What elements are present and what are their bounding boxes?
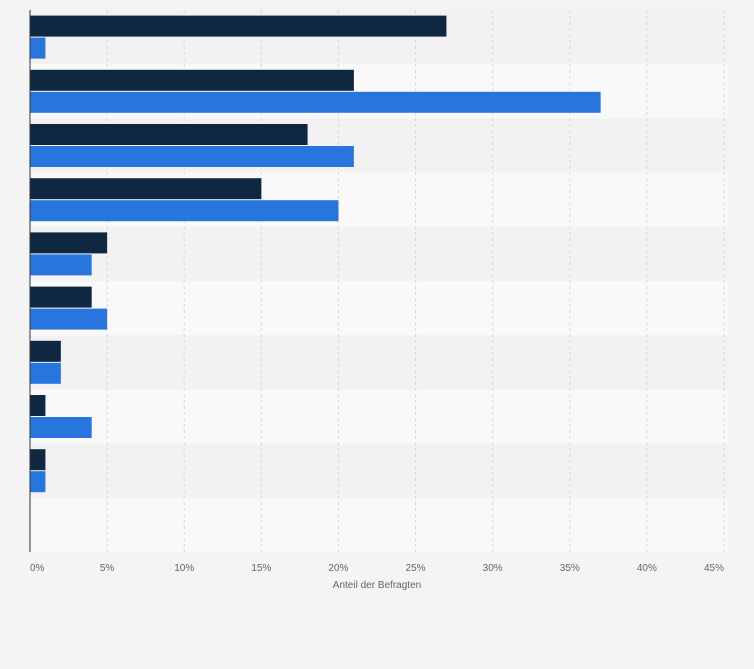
bar-series-1 [30, 340, 61, 362]
x-tick-label: 0% [30, 563, 45, 574]
x-tick-label: 10% [174, 563, 194, 574]
category-band [30, 443, 728, 498]
bar-series-2 [30, 417, 92, 438]
x-tick-labels: 0% 5% 10% 15% 20% 25% 30% 35% 40% 45% [30, 563, 724, 574]
bar-series-2 [30, 146, 354, 167]
bar-series-2 [30, 91, 601, 113]
category-band [30, 497, 728, 552]
x-tick-label: 30% [483, 563, 503, 574]
x-tick-label: 40% [637, 563, 657, 574]
bar-series-1 [30, 69, 354, 91]
bar-series-2 [30, 200, 339, 222]
bar-series-2 [30, 308, 108, 330]
category-band [30, 226, 728, 281]
x-tick-label: 5% [100, 563, 115, 574]
bar-series-1 [30, 15, 447, 37]
x-tick-label: 45% [704, 563, 724, 574]
bars [30, 15, 601, 493]
bar-series-1 [30, 395, 46, 416]
bar-series-1 [30, 232, 108, 254]
bar-series-1 [30, 286, 92, 308]
x-tick-label: 20% [328, 563, 348, 574]
bar-series-2 [30, 362, 61, 384]
x-axis-title: Anteil der Befragten [333, 580, 421, 591]
category-bands [30, 10, 728, 552]
category-band [30, 281, 728, 336]
bar-series-2 [30, 254, 92, 276]
x-tick-label: 25% [406, 563, 426, 574]
x-tick-label: 15% [251, 563, 271, 574]
category-band [30, 389, 728, 444]
bar-series-1 [30, 449, 46, 471]
category-band [30, 335, 728, 390]
x-tick-label: 35% [560, 563, 580, 574]
bar-series-1 [30, 124, 308, 145]
bar-series-2 [30, 37, 46, 59]
bar-series-2 [30, 471, 46, 493]
bar-series-1 [30, 178, 262, 200]
